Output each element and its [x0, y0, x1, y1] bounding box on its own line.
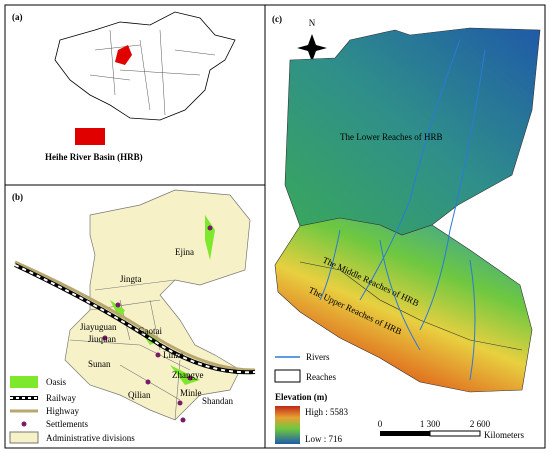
place: Zhangye: [172, 370, 204, 380]
admin-divisions: [64, 189, 251, 421]
place: Gaotai: [138, 326, 162, 336]
place: Linze: [163, 350, 184, 360]
scale-label: 2 600: [470, 419, 491, 429]
place: Sunan: [88, 359, 111, 369]
legend-label: Settlements: [46, 419, 88, 429]
place: Minle: [180, 388, 202, 398]
scale-unit: Kilometers: [484, 430, 524, 440]
elevation-high: High : 5583: [305, 407, 349, 417]
legend-reaches: [274, 369, 301, 383]
legend-label: Oasis: [46, 377, 66, 387]
place: Ejina: [175, 247, 194, 257]
settlements: [102, 225, 213, 423]
place: Jiuquan: [88, 334, 116, 344]
place: Jiayuguan: [80, 322, 117, 332]
legend-label: Reaches: [306, 372, 336, 382]
legend-label: Railway: [46, 393, 76, 403]
legend-label: Rivers: [306, 352, 330, 362]
legend-admin: [9, 431, 39, 444]
china-outline: [54, 11, 236, 121]
legend-swatch: [75, 128, 105, 145]
rivers: [319, 39, 486, 381]
elevation-low: Low : 716: [305, 434, 342, 444]
place: Qilian: [128, 390, 151, 400]
hrb-location: [115, 45, 132, 65]
highway: [14, 260, 256, 372]
caption: Heihe River Basin (HRB): [45, 152, 143, 162]
north-label: N: [309, 18, 316, 28]
place: Jingta: [120, 274, 142, 284]
scale-bar: [429, 430, 481, 437]
reach-label: The Lower Reaches of HRB: [340, 132, 442, 142]
panel-label: (a): [12, 12, 23, 22]
province-borders: [89, 29, 216, 116]
elevation-title: Elevation (m): [275, 392, 327, 402]
panel-label: (b): [12, 192, 23, 202]
scale-label: 1 300: [420, 419, 441, 429]
compass: [297, 34, 327, 62]
place: Shandan: [202, 396, 233, 406]
legend-label: Administrative divisions: [46, 433, 135, 443]
legend-oasis: [10, 376, 38, 388]
legend-settlement: [21, 421, 27, 427]
middle-upper-reaches: [274, 217, 533, 393]
panel-label: (c): [272, 14, 282, 24]
legend-label: Highway: [46, 406, 79, 416]
railway-dash: [14, 264, 256, 374]
scale-bar: [380, 431, 430, 436]
scale-label: 0: [378, 419, 383, 429]
elevation-ramp: [275, 406, 300, 444]
